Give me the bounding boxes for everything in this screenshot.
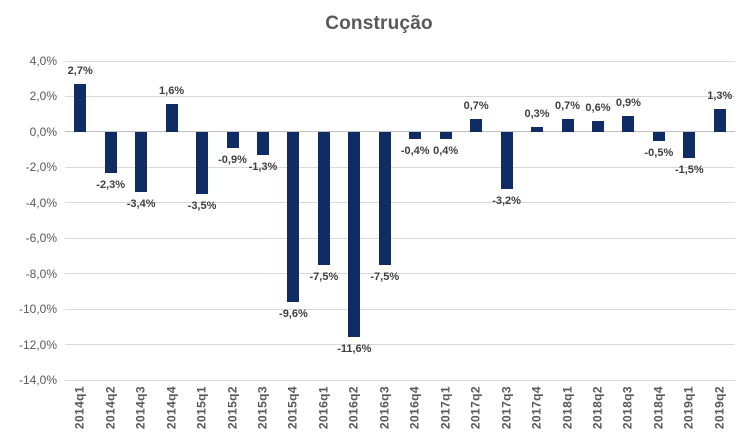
- y-axis-tick-label: -8,0%: [25, 266, 57, 281]
- x-axis-category-label: 2015q3: [255, 386, 270, 430]
- bar: [409, 131, 422, 139]
- bar-value-label: -7,5%: [309, 270, 339, 283]
- bar-value-label: -0,4%: [400, 144, 430, 157]
- gridline: [65, 344, 735, 346]
- x-axis-category-label: 2017q2: [468, 386, 483, 430]
- y-axis-tick-label: 0,0%: [29, 124, 57, 139]
- bar-value-label: -1,5%: [674, 164, 704, 177]
- bar: [348, 131, 361, 338]
- bar-value-label: -9,6%: [279, 308, 308, 321]
- y-axis-tick-label: -2,0%: [25, 160, 57, 175]
- bar-value-label: 0,7%: [463, 100, 489, 113]
- bar: [622, 115, 635, 132]
- bar-value-label: 0,3%: [524, 107, 550, 120]
- bar-value-label: -11,6%: [337, 343, 372, 356]
- x-axis-category-label: 2014q1: [72, 386, 87, 430]
- bar: [226, 131, 239, 148]
- gridline: [65, 202, 735, 204]
- bar: [500, 131, 513, 189]
- bar-value-label: 1,6%: [159, 84, 185, 97]
- bar: [439, 131, 452, 139]
- bar-value-label: 0,6%: [585, 102, 611, 115]
- gridline: [65, 237, 735, 239]
- bar-value-label: -3,5%: [187, 199, 217, 212]
- x-axis-category-label: 2015q2: [225, 386, 239, 430]
- x-axis-category-label: 2016q4: [407, 386, 422, 430]
- y-axis-tick-label: -6,0%: [25, 231, 57, 246]
- x-axis-category-label: 2018q4: [651, 386, 666, 430]
- bar-value-label: -3,4%: [126, 198, 156, 211]
- zero-axis-line: [65, 131, 735, 133]
- bar-value-label: 2,7%: [67, 65, 93, 78]
- bar-value-label: 1,3%: [707, 89, 733, 102]
- chart-title: Construção: [325, 13, 433, 34]
- x-axis-category-label: 2016q1: [316, 386, 331, 430]
- x-axis-category-label: 2016q2: [346, 386, 361, 430]
- bar-value-label: -0,5%: [644, 146, 674, 159]
- bar: [256, 131, 269, 155]
- bar-value-label: 0,7%: [554, 100, 581, 113]
- bar: [531, 126, 544, 132]
- bar: [317, 131, 330, 265]
- bar: [561, 119, 574, 132]
- bar: [683, 131, 696, 159]
- bar: [470, 119, 483, 132]
- x-axis-category-label: 2017q1: [438, 386, 453, 430]
- bar-value-label: -3,2%: [492, 194, 521, 207]
- bar: [378, 131, 391, 265]
- bar-value-label: 0,9%: [615, 96, 641, 109]
- gridline: [65, 308, 735, 310]
- y-axis-tick-label: -10,0%: [18, 302, 57, 317]
- bar: [74, 84, 87, 132]
- gridline: [65, 166, 735, 168]
- gridline: [65, 95, 735, 97]
- x-axis-category-label: 2015q1: [194, 386, 209, 430]
- x-axis-category-label: 2019q1: [681, 386, 696, 430]
- bar-value-label: 0,4%: [433, 144, 459, 157]
- gridline: [65, 379, 735, 381]
- bar: [287, 131, 300, 302]
- x-axis-category-label: 2018q1: [560, 386, 574, 430]
- bar-value-label: -1,3%: [248, 160, 278, 173]
- bar-value-label: -0,9%: [218, 153, 247, 166]
- y-axis-tick-label: -4,0%: [25, 195, 57, 210]
- bar-value-label: -7,5%: [370, 270, 400, 283]
- x-axis-category-label: 2017q3: [499, 386, 514, 430]
- bar: [196, 131, 209, 194]
- bar-value-label: -2,3%: [96, 178, 126, 191]
- gridline: [65, 273, 735, 275]
- x-axis-category-label: 2018q2: [590, 386, 605, 430]
- y-axis-tick-label: -12,0%: [18, 337, 57, 352]
- bar: [165, 103, 178, 132]
- x-axis-category-label: 2016q3: [377, 386, 392, 430]
- x-axis-category-label: 2015q4: [285, 386, 300, 430]
- x-axis-category-label: 2014q4: [164, 386, 179, 430]
- x-axis-category-label: 2019q2: [712, 386, 727, 430]
- x-axis-category-label: 2014q2: [103, 386, 118, 430]
- bar: [135, 131, 148, 193]
- gridline: [65, 60, 735, 62]
- bar: [652, 131, 665, 141]
- y-axis-tick-label: 4,0%: [29, 54, 57, 68]
- y-axis-tick-label: -14,0%: [18, 373, 57, 387]
- x-axis-category-label: 2014q3: [133, 386, 148, 430]
- x-axis-category-label: 2017q4: [529, 386, 544, 430]
- bar: [591, 121, 604, 132]
- bar: [713, 108, 726, 132]
- y-axis-tick-label: 2,0%: [29, 89, 57, 104]
- x-axis-category-label: 2018q3: [620, 386, 635, 430]
- bar: [104, 131, 117, 173]
